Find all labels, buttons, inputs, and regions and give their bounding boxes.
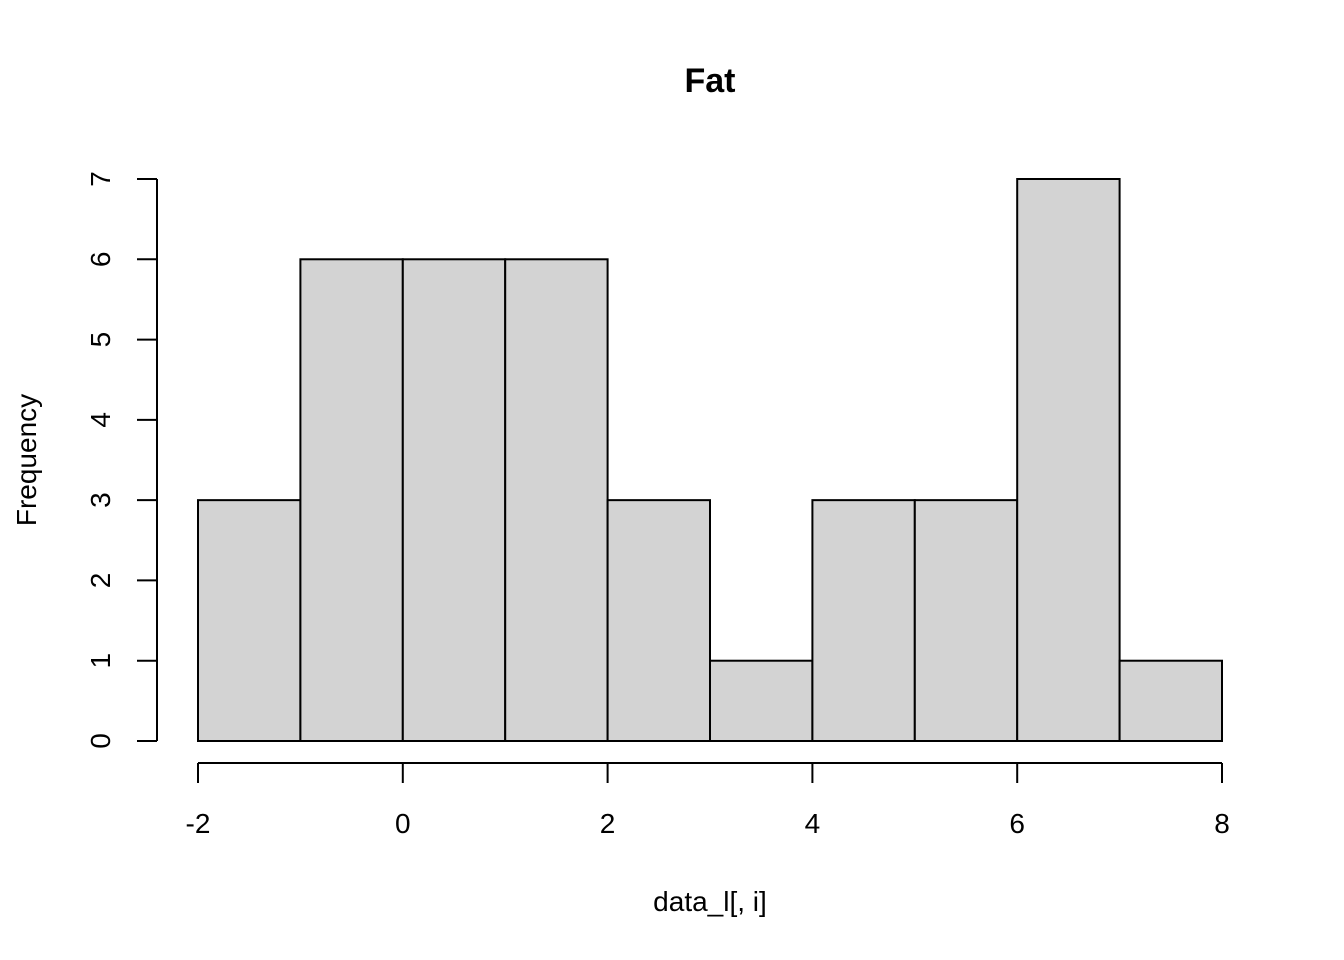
x-tick-label: -2 [186, 808, 211, 839]
y-tick-label: 6 [85, 251, 116, 267]
histogram-bar [401, 258, 507, 742]
x-axis: -2 0 2 4 6 8 [186, 762, 1230, 839]
x-axis-label: data_l[, i] [653, 886, 767, 917]
x-tick-label: 4 [805, 808, 821, 839]
histogram-bar [197, 499, 302, 742]
y-tick-label: 7 [85, 171, 116, 187]
x-tick-label: 2 [600, 808, 616, 839]
y-tick-label: 1 [85, 653, 116, 669]
histogram-bar [913, 499, 1019, 742]
x-tick-label: 6 [1009, 808, 1025, 839]
y-tick-label: 0 [85, 733, 116, 749]
histogram-bar [1118, 659, 1223, 743]
histogram-bar [504, 258, 609, 742]
histogram-bar [606, 499, 711, 742]
y-tick-label: 2 [85, 573, 116, 589]
y-tick-label: 5 [85, 332, 116, 348]
histogram-bar [811, 499, 916, 742]
histogram-bar [709, 659, 814, 743]
x-tick-label: 0 [395, 808, 411, 839]
x-tick-label: 8 [1214, 808, 1230, 839]
histogram-bar [299, 258, 404, 742]
y-axis-label: Frequency [11, 394, 42, 526]
chart-title: Fat [685, 62, 736, 100]
y-axis: 0 1 2 3 4 5 6 7 [85, 171, 158, 749]
y-tick-label: 3 [85, 492, 116, 508]
histogram-bar [1016, 178, 1121, 742]
y-tick-label: 4 [85, 412, 116, 428]
bars-group [197, 178, 1223, 743]
